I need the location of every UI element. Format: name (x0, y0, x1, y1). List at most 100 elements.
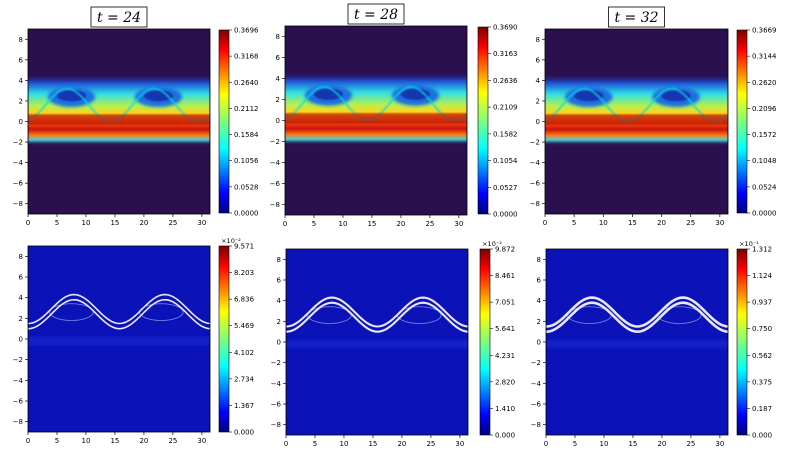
y-tick-label: −8 (13, 200, 23, 208)
x-tick-label: 5 (572, 219, 576, 227)
x-tick-label: 10 (599, 219, 608, 227)
colorbar-tick-label: 9.872 (495, 246, 515, 254)
x-tick-label: 30 (715, 440, 724, 448)
y-tick-label: −2 (13, 139, 23, 147)
x-tick-label: 15 (110, 437, 119, 445)
colorbar-tick-label: 0.000 (752, 432, 772, 440)
x-tick-label: 30 (455, 440, 464, 448)
x-tick-label: 0 (26, 437, 30, 445)
colorbar-tick-label: 0.750 (752, 325, 772, 333)
y-tick-label: −2 (531, 359, 541, 367)
y-tick-label: −8 (13, 418, 23, 426)
heatmap-field (28, 246, 210, 432)
y-tick-label: 4 (277, 297, 282, 305)
y-tick-label: −2 (530, 139, 540, 147)
braid-filament (546, 296, 728, 328)
y-tick-label: 4 (537, 297, 542, 305)
x-tick-label: 15 (368, 440, 377, 448)
x-tick-label: 10 (339, 220, 348, 228)
heatmap-field (546, 249, 728, 435)
colorbar-tick-label: 0.0000 (752, 210, 777, 218)
colorbar-tick-label: 0.000 (495, 432, 515, 440)
colorbar-tick-label: 0.3690 (493, 24, 518, 32)
shear-band (28, 74, 210, 146)
colorbar-tick-label: 9.571 (234, 243, 254, 251)
y-tick-label: 2 (537, 318, 541, 326)
colorbar-tick-label: 0.0527 (493, 184, 518, 192)
braid-filament (28, 293, 210, 325)
core-layer (285, 113, 467, 124)
colorbar-tick-label: 0.3168 (234, 53, 259, 61)
x-tick-label: 0 (543, 219, 547, 227)
x-tick-label: 5 (55, 219, 59, 227)
braid-filament (286, 296, 468, 328)
colorbar-tick-label: 0.2620 (752, 79, 777, 87)
y-tick-label: 4 (536, 77, 541, 85)
colorbar-tick-label: 5.469 (234, 322, 254, 330)
vortex-outline (49, 303, 94, 321)
colorbar-tick-label: 0.1054 (493, 157, 518, 165)
y-tick-label: 0 (536, 118, 540, 126)
panel-title: t = 28 (354, 7, 398, 23)
x-tick-label: 20 (139, 437, 148, 445)
colorbar-tick-label: 0.0524 (752, 183, 777, 191)
colorbar-tick-label: 5.641 (495, 325, 515, 333)
colorbar-tick-label: 0.1584 (234, 131, 259, 139)
y-tick-label: −6 (270, 180, 281, 188)
colorbar (736, 248, 748, 436)
colorbar-tick-label: 0.0000 (493, 211, 518, 219)
heatmap-field (286, 249, 468, 435)
colorbar-tick-label: 0.3669 (752, 27, 777, 35)
y-tick-label: 6 (536, 56, 541, 64)
y-tick-label: 8 (277, 256, 281, 264)
x-tick-label: 15 (110, 219, 119, 227)
colorbar-tick-label: 1.124 (752, 272, 773, 280)
t28-top-panel: t = 280 5 10 15 20 25 3086420−2−4−6−80.36900.3… (270, 3, 518, 228)
colorbar-tick-label: 0.375 (752, 378, 772, 386)
y-tick-label: −6 (13, 180, 24, 188)
y-tick-label: 2 (19, 315, 23, 323)
y-tick-label: −6 (271, 401, 282, 409)
colorbar-tick-label: 4.231 (495, 352, 515, 360)
y-tick-label: 8 (536, 36, 540, 44)
colorbar-tick-label: 0.562 (752, 352, 772, 360)
y-tick-label: −2 (13, 356, 23, 364)
x-tick-label: 0 (284, 440, 288, 448)
colorbar-tick-label: 1.312 (752, 246, 772, 254)
colorbar-tick-label: 0.1582 (493, 130, 518, 138)
x-tick-label: 10 (82, 437, 91, 445)
x-tick-label: 30 (197, 437, 206, 445)
x-tick-label: 30 (197, 219, 206, 227)
colorbar-tick-label: 0.1572 (752, 131, 777, 139)
y-tick-label: 4 (19, 77, 24, 85)
colorbar-tick-label: 0.2096 (752, 105, 777, 113)
colorbar-tick-label: 8.203 (234, 269, 254, 277)
colorbar (479, 248, 491, 436)
y-tick-label: 8 (276, 33, 280, 41)
y-tick-label: 6 (277, 277, 282, 285)
x-tick-label: 5 (313, 440, 317, 448)
colorbar-tick-label: 1.410 (495, 405, 515, 413)
colorbar (218, 29, 230, 214)
braid-filament (28, 298, 210, 330)
core-layer (286, 339, 468, 349)
t32-top-panel: t = 320 5 10 15 20 25 3086420−2−4−6−80.36690.3… (530, 6, 777, 227)
y-tick-label: 2 (277, 318, 281, 326)
x-tick-label: 20 (397, 440, 406, 448)
heatmap-field (285, 26, 467, 215)
t28-bottom-panel: 0 5 10 15 20 25 3086420−2−4−6−89.8728.4617.051… (271, 240, 515, 448)
colorbar-tick-label: 0.2636 (493, 77, 518, 85)
y-tick-label: 2 (536, 97, 540, 105)
y-tick-label: −6 (530, 180, 541, 188)
vortex-outline (307, 306, 352, 324)
x-tick-label: 0 (283, 220, 287, 228)
y-tick-label: 8 (19, 36, 23, 44)
colorbar-tick-label: 0.0000 (234, 210, 259, 218)
colorbar-tick-label: 6.836 (234, 296, 255, 304)
colorbar-tick-label: 0.000 (234, 429, 254, 437)
x-tick-label: 25 (686, 219, 695, 227)
core-layer (28, 336, 210, 346)
colorbar (736, 29, 748, 214)
t32-bottom-panel: 0 5 10 15 20 25 3086420−2−4−6−81.3121.1240.937… (531, 240, 773, 448)
y-tick-label: −6 (13, 398, 24, 406)
